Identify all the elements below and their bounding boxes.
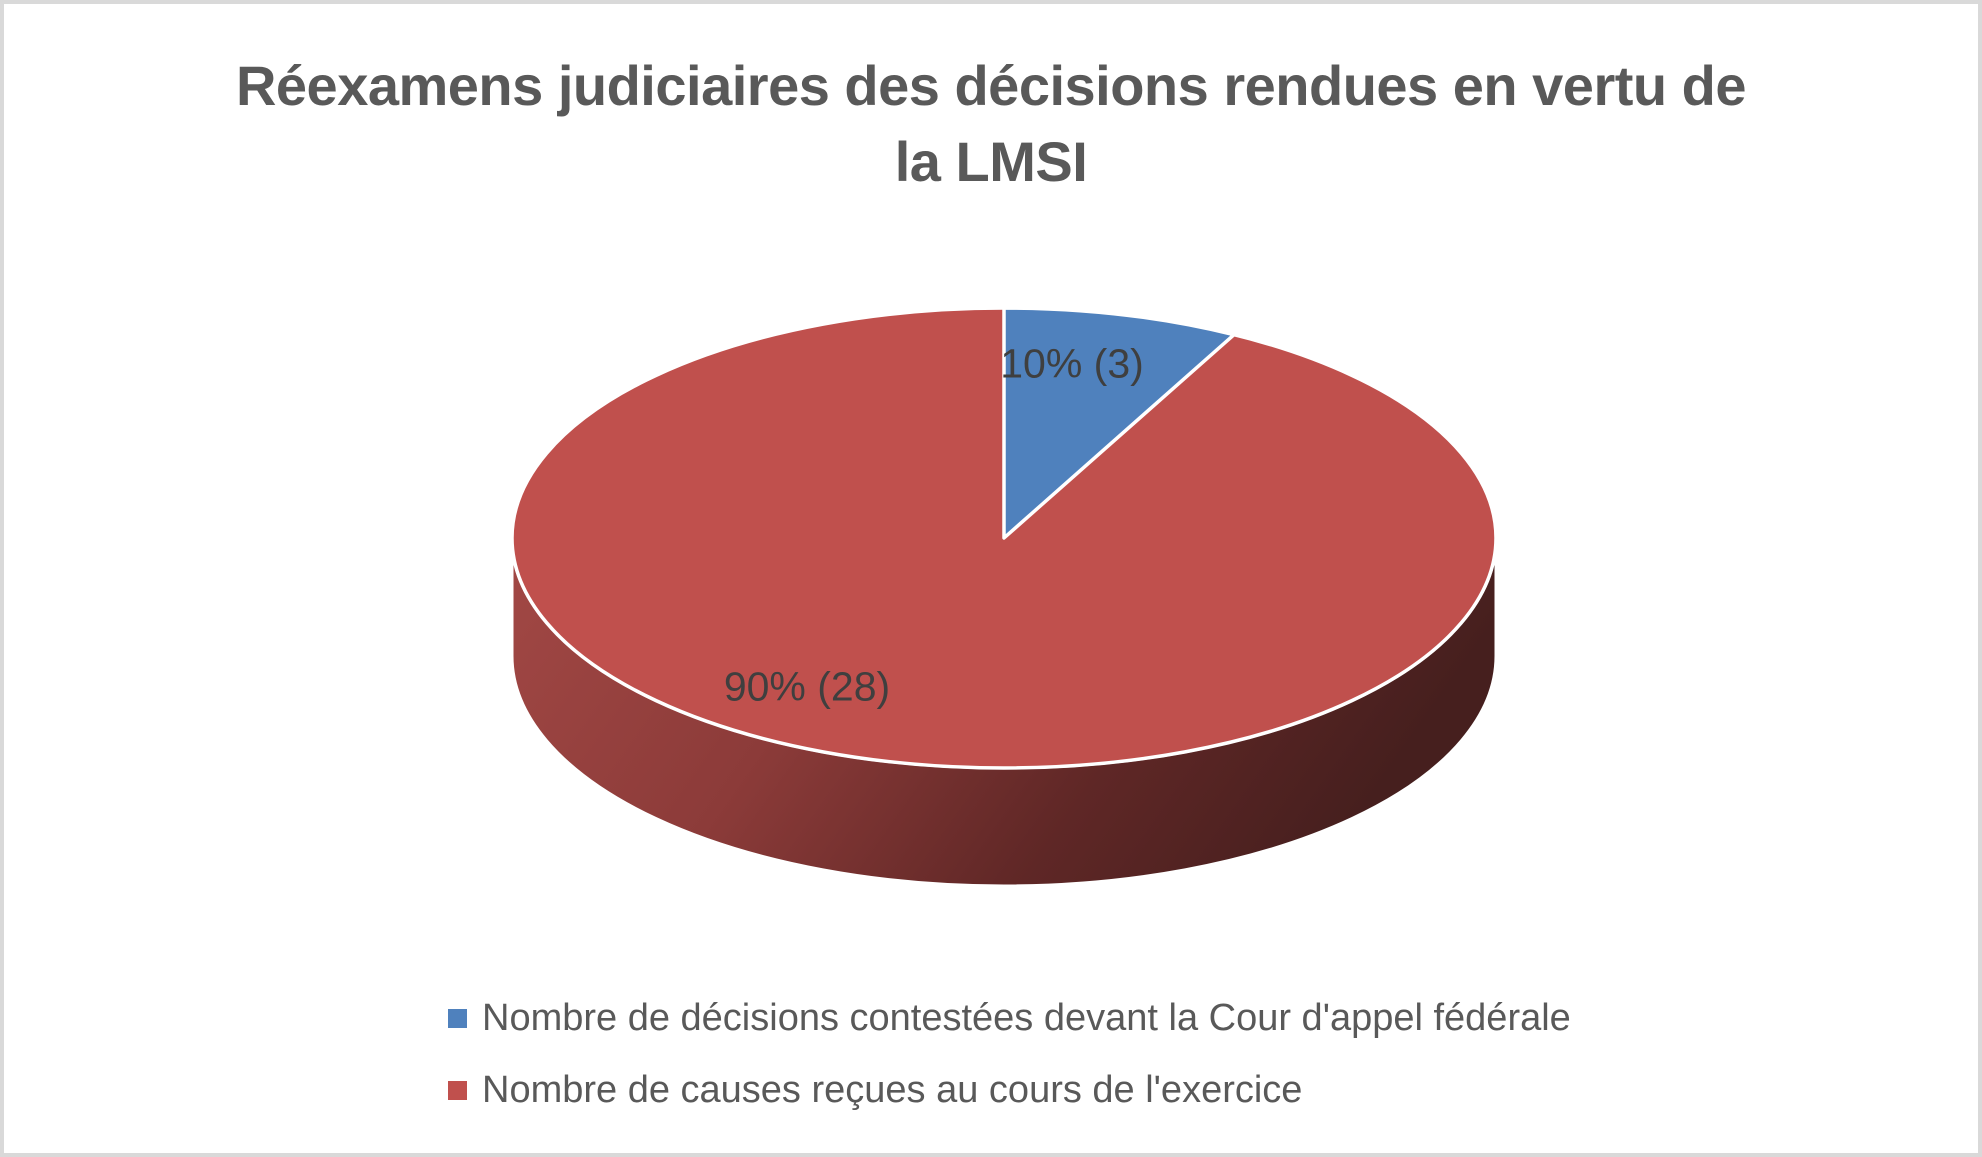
legend-item-red: Nombre de causes reçues au cours de l'ex…	[448, 1069, 1571, 1111]
legend-swatch-blue-icon	[448, 1009, 467, 1028]
legend-label-red: Nombre de causes reçues au cours de l'ex…	[482, 1069, 1303, 1111]
pie-slice-blue	[1002, 306, 1236, 540]
legend-swatch-red-icon	[448, 1081, 467, 1100]
legend: Nombre de décisions contestées devant la…	[448, 997, 1571, 1111]
data-label-red: 90% (28)	[723, 663, 891, 710]
chart-title: Réexamens judiciaires des décisions rend…	[4, 48, 1978, 200]
data-label-blue: 10% (3)	[1000, 340, 1144, 387]
legend-item-blue: Nombre de décisions contestées devant la…	[448, 997, 1571, 1039]
chart-title-line1: Réexamens judiciaires des décisions rend…	[235, 54, 1747, 117]
chart-title-line2: la LMSI	[894, 130, 1088, 193]
pie-chart-3d	[510, 306, 1498, 888]
legend-label-blue: Nombre de décisions contestées devant la…	[482, 997, 1571, 1039]
